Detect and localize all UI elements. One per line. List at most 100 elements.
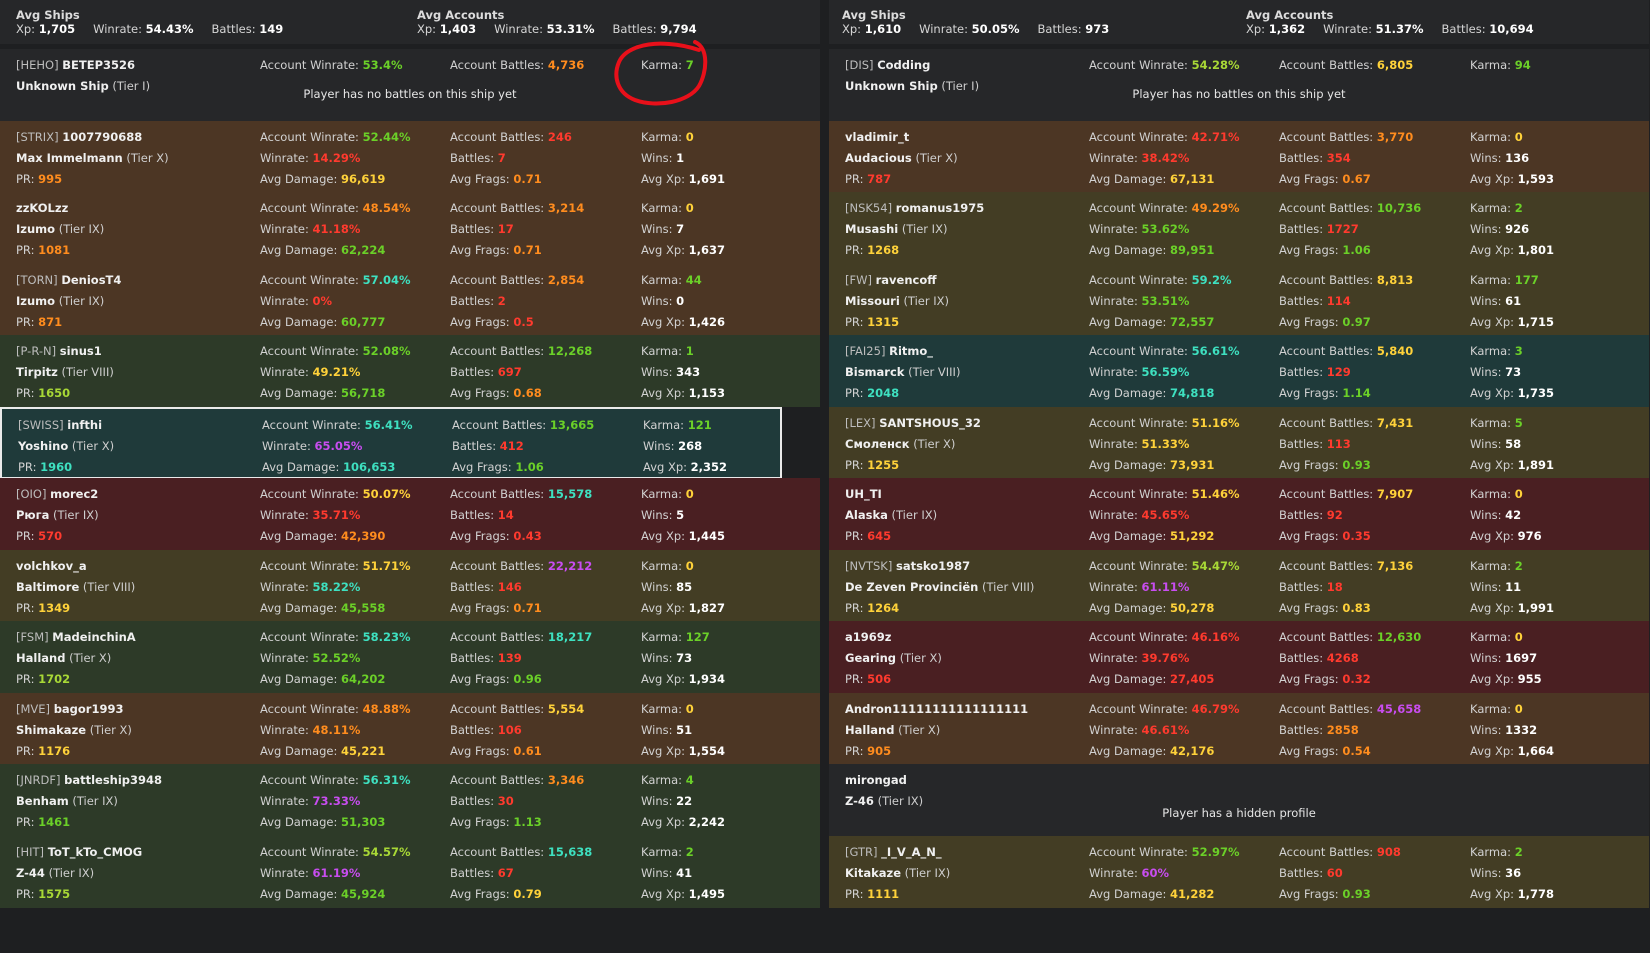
avg-damage: Avg Damage: 50,278 xyxy=(1089,601,1214,615)
player-row[interactable]: mirongad Z-46 (Tier IX) Player has a hidde… xyxy=(829,764,1649,836)
player-name[interactable]: battleship3948 xyxy=(64,773,163,787)
ship-battles: Battles: 146 xyxy=(450,580,522,594)
player-name[interactable]: bagor1993 xyxy=(53,701,124,716)
player-name-cell: [HIT] ToT_kTo_CMOG xyxy=(16,845,142,859)
avg-damage-label: Avg Damage: xyxy=(1089,314,1167,329)
player-name[interactable]: infthi xyxy=(67,417,103,432)
player-row[interactable]: vladimir_t Audacious (Tier X) Account Winr… xyxy=(829,120,1649,193)
clan-tag[interactable]: [FAI25] xyxy=(845,344,886,358)
player-row[interactable]: [FAI25] Ritmo_ Bismarck (Tier VIII) Accoun… xyxy=(829,335,1649,407)
player-name[interactable]: Ritmo_ xyxy=(889,344,934,358)
karma: Karma: 0 xyxy=(1470,702,1523,716)
player-row[interactable]: UH_TI Alaska (Tier IX) Account Winrate: 51… xyxy=(829,478,1649,550)
clan-tag[interactable]: [HEHO] xyxy=(16,58,59,72)
pr-label: PR: xyxy=(845,314,864,329)
clan-tag[interactable]: [FW] xyxy=(845,272,872,287)
pr-label: PR: xyxy=(16,171,35,186)
clan-tag[interactable]: [P-R-N] xyxy=(16,344,57,358)
pr: PR: 1461 xyxy=(16,815,70,829)
player-name[interactable]: SANTSHOUS_32 xyxy=(879,415,981,430)
player-name[interactable]: zzKOLzz xyxy=(16,201,69,215)
player-row[interactable]: [OIO] morec2 Рюга (Tier IX) Account Winrat… xyxy=(0,478,820,550)
clan-tag[interactable]: [JNRDF] xyxy=(16,773,61,787)
player-name[interactable]: DeniosT4 xyxy=(61,272,122,287)
player-row[interactable]: [TORN] DeniosT4 Izumo (Tier IX) Account Wi… xyxy=(0,263,820,336)
clan-tag[interactable]: [TORN] xyxy=(16,272,58,287)
karma-label: Karma: xyxy=(1470,344,1512,358)
player-name[interactable]: romanus1975 xyxy=(895,201,985,215)
player-name[interactable]: a1969z xyxy=(845,630,892,644)
avg-frags-label: Avg Frags: xyxy=(1279,457,1339,472)
account-battles-label: Account Battles: xyxy=(450,344,545,358)
player-name[interactable]: _I_V_A_N_ xyxy=(881,844,942,859)
account-winrate-label: Account Winrate: xyxy=(260,487,359,501)
player-row[interactable]: [HIT] ToT_kTo_CMOG Z-44 (Tier IX) Account … xyxy=(0,835,820,908)
clan-tag[interactable]: [LEX] xyxy=(845,415,876,430)
player-row[interactable]: [P-R-N] sinus1 Tirpitz (Tier VIII) Account… xyxy=(0,335,820,407)
clan-tag[interactable]: [OIO] xyxy=(16,487,47,501)
avg-damage-value: 41,282 xyxy=(1170,886,1215,901)
ship-winrate: Winrate: 49.21% xyxy=(260,365,360,379)
player-row[interactable]: [NSK54] romanus1975 Musashi (Tier IX) Acco… xyxy=(829,192,1649,264)
player-name[interactable]: MadeinchinA xyxy=(52,630,136,644)
account-winrate: Account Winrate: 53.4% xyxy=(260,58,403,72)
player-row[interactable]: [STRIX] 1007790688 Max Immelmann (Tier X)… xyxy=(0,120,820,193)
player-row[interactable]: volchkov_a Baltimore (Tier VIII) Account W… xyxy=(0,549,820,622)
account-battles-value: 4,736 xyxy=(547,58,585,72)
clan-tag[interactable]: [NVTSK] xyxy=(845,558,893,573)
player-row[interactable]: [LEX] SANTSHOUS_32 Смоленск (Tier X) Accou… xyxy=(829,406,1649,479)
player-row[interactable]: [HEHO] BETEP3526 Unknown Ship (Tier I) Acc… xyxy=(0,49,820,121)
ship-name: Halland xyxy=(16,651,66,665)
clan-tag[interactable]: [STRIX] xyxy=(16,129,59,144)
clan-tag[interactable]: [FSM] xyxy=(16,630,49,644)
pr-value: 1960 xyxy=(40,459,73,474)
no-battles-message: Player has no battles on this ship yet xyxy=(1132,87,1346,101)
player-name[interactable]: ravencoff xyxy=(875,272,937,287)
wins-value: 1 xyxy=(676,150,685,165)
player-name[interactable]: vladimir_t xyxy=(845,129,910,144)
player-row[interactable]: [FSM] MadeinchinA Halland (Tier X) Account… xyxy=(0,621,820,693)
ship-tier: (Tier IX) xyxy=(891,508,938,522)
player-row[interactable]: a1969z Gearing (Tier X) Account Winrate: 4… xyxy=(829,621,1649,693)
avg-xp: Avg Xp: 1,691 xyxy=(641,172,725,186)
player-name[interactable]: Andron11111111111111111 xyxy=(845,701,1029,716)
player-name[interactable]: ToT_kTo_CMOG xyxy=(47,844,143,859)
player-name[interactable]: 1007790688 xyxy=(62,129,143,144)
player-name-cell: [GTR] _I_V_A_N_ xyxy=(845,845,942,859)
clan-tag[interactable]: [MVE] xyxy=(16,701,51,716)
player-name[interactable]: UH_TI xyxy=(845,487,882,501)
karma-label: Karma: xyxy=(1470,272,1512,287)
avg-ships-battles: Battles: 973 xyxy=(1037,22,1110,36)
player-row[interactable]: [GTR] _I_V_A_N_ Kitakaze (Tier IX) Account… xyxy=(829,835,1649,908)
avg-ships-battles: Battles: 149 xyxy=(211,22,284,36)
avg-xp-label: Avg Xp: xyxy=(641,743,686,758)
player-row[interactable]: zzKOLzz Izumo (Tier IX) Account Winrate: 4… xyxy=(0,192,820,264)
player-name[interactable]: mirongad xyxy=(845,773,907,787)
avg-frags-value: 0.32 xyxy=(1342,672,1371,686)
player-name[interactable]: satsko1987 xyxy=(895,558,971,573)
avg-damage-label: Avg Damage: xyxy=(260,243,338,257)
account-winrate-label: Account Winrate: xyxy=(260,201,359,215)
ship-battles-value: 697 xyxy=(497,365,522,379)
player-name[interactable]: Codding xyxy=(877,58,931,72)
clan-tag[interactable]: [SWISS] xyxy=(18,417,64,432)
clan-tag[interactable]: [NSK54] xyxy=(845,201,893,215)
wins: Wins: 343 xyxy=(641,365,700,379)
player-row[interactable]: [MVE] bagor1993 Shimakaze (Tier X) Account… xyxy=(0,692,820,765)
player-row[interactable]: [NVTSK] satsko1987 De Zeven Provinciën (T… xyxy=(829,549,1649,622)
player-row[interactable]: Andron11111111111111111 Halland (Tier X) A… xyxy=(829,692,1649,765)
player-name[interactable]: sinus1 xyxy=(59,344,102,358)
clan-tag[interactable]: [DIS] xyxy=(845,58,874,72)
player-name[interactable]: volchkov_a xyxy=(16,558,87,573)
player-name[interactable]: morec2 xyxy=(50,487,99,501)
pr: PR: 2048 xyxy=(845,386,899,400)
clan-tag[interactable]: [HIT] xyxy=(16,844,45,859)
player-row[interactable]: [DIS] Codding Unknown Ship (Tier I) Accoun… xyxy=(829,49,1649,121)
player-row[interactable]: [SWISS] infthi Yoshino (Tier X) Account Wi… xyxy=(0,406,782,479)
player-name[interactable]: BETEP3526 xyxy=(62,58,136,72)
ship-winrate: Winrate: 38.42% xyxy=(1089,151,1189,165)
clan-tag[interactable]: [GTR] xyxy=(845,844,878,859)
player-row[interactable]: [JNRDF] battleship3948 Benham (Tier IX) Ac… xyxy=(0,764,820,836)
ship-battles: Battles: 697 xyxy=(450,365,522,379)
player-row[interactable]: [FW] ravencoff Missouri (Tier IX) Account … xyxy=(829,263,1649,336)
